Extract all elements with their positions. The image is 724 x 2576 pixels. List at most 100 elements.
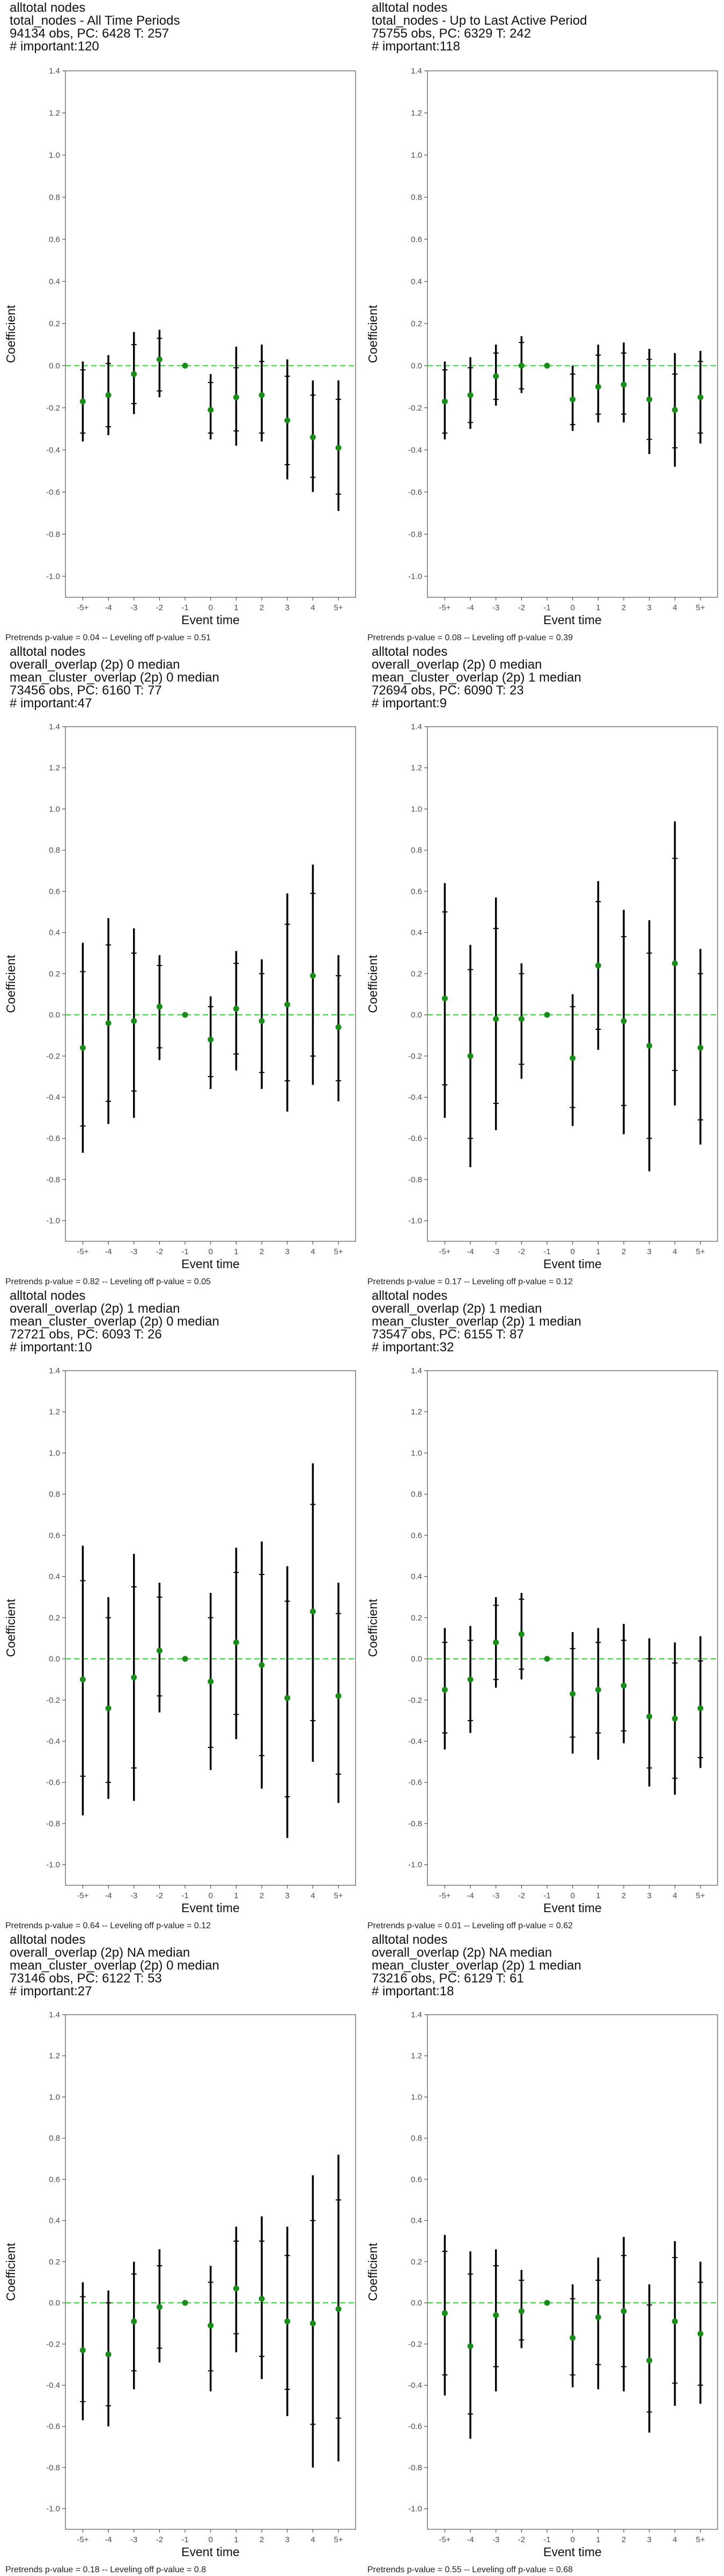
coefficient-point: [467, 1676, 474, 1682]
x-tick-label: 2: [622, 1247, 626, 1256]
x-tick-label: 4: [673, 1891, 677, 1900]
coefficient-point: [335, 2306, 342, 2312]
y-tick-label: 1.0: [411, 804, 422, 814]
x-tick-label: -2: [518, 2535, 525, 2544]
y-tick-label: 0.6: [411, 1531, 422, 1540]
y-tick-label: 1.0: [411, 1448, 422, 1458]
x-tick-label: 5+: [696, 1891, 705, 1900]
x-tick-label: 3: [647, 2535, 652, 2544]
x-tick-label: -3: [130, 1247, 137, 1256]
y-tick-label: 1.4: [411, 722, 422, 731]
title-line-3: mean_cluster_overlap (2p) 0 median: [10, 670, 219, 685]
y-tick-label: -0.2: [408, 1052, 422, 1061]
x-tick-label: 5+: [334, 603, 343, 612]
x-tick-label: 3: [285, 603, 290, 612]
y-tick-label: 0.6: [411, 2175, 422, 2184]
x-tick-label: 1: [596, 603, 600, 612]
coefficient-point: [493, 373, 499, 379]
title-line-5: # important:10: [10, 1340, 92, 1355]
pvalue-caption: Pretrends p-value = 0.01 -- Leveling off…: [367, 1921, 573, 1930]
x-tick-label: 0: [571, 1891, 575, 1900]
title-line-3: mean_cluster_overlap (2p) 1 median: [372, 670, 581, 685]
coefficient-point: [441, 398, 448, 405]
coefficient-point: [182, 2300, 188, 2306]
x-tick-label: -1: [181, 603, 188, 612]
title-line-2: total_nodes - Up to Last Active Period: [372, 13, 587, 28]
y-tick-label: 0.4: [49, 2216, 60, 2226]
coefficient-point: [208, 407, 214, 413]
x-tick-label: -1: [181, 1247, 188, 1256]
y-tick-label: 1.0: [411, 2092, 422, 2102]
x-axis-title: Event time: [543, 1901, 602, 1915]
x-tick-label: -4: [105, 2535, 112, 2544]
title-line-3: mean_cluster_overlap (2p) 0 median: [10, 1314, 219, 1329]
x-tick-label: -1: [543, 2535, 550, 2544]
x-tick-label: 4: [311, 1247, 315, 1256]
y-tick-label: 0.2: [49, 969, 60, 978]
x-tick-label: -4: [467, 1891, 474, 1900]
x-tick-label: -5+: [77, 1247, 88, 1256]
y-tick-label: 1.4: [49, 2010, 60, 2019]
x-tick-label: 1: [596, 2535, 600, 2544]
coefficient-point: [131, 1018, 137, 1024]
coefficient-point: [258, 1018, 265, 1024]
coefficient-point: [570, 396, 576, 402]
title-line-1: alltotal nodes: [372, 645, 447, 659]
coefficient-point: [518, 362, 524, 369]
coefficient-point: [646, 2357, 653, 2363]
x-tick-label: -5+: [439, 603, 450, 612]
title-line-1: alltotal nodes: [10, 1933, 85, 1947]
x-axis-title: Event time: [543, 613, 602, 627]
x-tick-label: 0: [209, 603, 213, 612]
x-tick-label: 4: [673, 1247, 677, 1256]
coefficient-point: [570, 1055, 576, 1062]
title-line-5: # important:18: [372, 1984, 454, 1999]
coefficient-point: [182, 1656, 188, 1662]
y-axis-title: Coefficient: [4, 2243, 18, 2301]
pvalue-caption: Pretrends p-value = 0.04 -- Leveling off…: [5, 633, 211, 642]
y-tick-label: -0.8: [46, 2463, 60, 2472]
x-axis-title: Event time: [543, 1257, 602, 1271]
title-line-5: # important:9: [372, 696, 447, 711]
y-tick-label: 0.2: [411, 1613, 422, 1622]
y-tick-label: 1.0: [411, 151, 422, 160]
coefficient-point: [233, 2285, 239, 2292]
y-tick-label: -1.0: [46, 1217, 60, 1226]
coefficient-point: [258, 392, 265, 398]
x-tick-label: 4: [311, 1891, 315, 1900]
y-axis-title: Coefficient: [4, 1599, 18, 1657]
coefficient-point: [518, 1631, 524, 1637]
y-tick-label: -0.4: [408, 2381, 422, 2390]
pvalue-caption: Pretrends p-value = 0.64 -- Leveling off…: [5, 1921, 211, 1930]
coefficient-point: [544, 1656, 550, 1662]
title-line-1: alltotal nodes: [372, 1289, 447, 1303]
y-tick-label: 0.8: [411, 1490, 422, 1499]
x-tick-label: 4: [673, 2535, 677, 2544]
y-tick-label: 1.2: [411, 2052, 422, 2061]
x-tick-label: -2: [518, 1891, 525, 1900]
y-tick-label: 0.6: [49, 2175, 60, 2184]
title-line-4: # important:118: [372, 39, 460, 54]
y-tick-label: 0.0: [411, 361, 422, 370]
y-axis-title: Coefficient: [4, 305, 18, 363]
y-tick-label: -0.4: [408, 445, 422, 455]
y-tick-label: 1.2: [411, 108, 422, 118]
coefficient-point: [335, 1024, 342, 1030]
y-tick-label: 1.0: [49, 1448, 60, 1458]
pvalue-caption: Pretrends p-value = 0.18 -- Leveling off…: [5, 2565, 206, 2574]
title-line-2: overall_overlap (2p) 1 median: [10, 1301, 180, 1316]
coefficient-point: [309, 972, 316, 979]
y-tick-label: 0.4: [411, 928, 422, 938]
title-line-2: overall_overlap (2p) 0 median: [372, 657, 542, 672]
y-tick-label: 1.0: [49, 151, 60, 160]
x-tick-label: 4: [311, 603, 315, 612]
coefficient-point: [697, 1705, 704, 1711]
coefficient-point: [441, 995, 448, 1001]
y-tick-label: 1.2: [411, 1408, 422, 1417]
